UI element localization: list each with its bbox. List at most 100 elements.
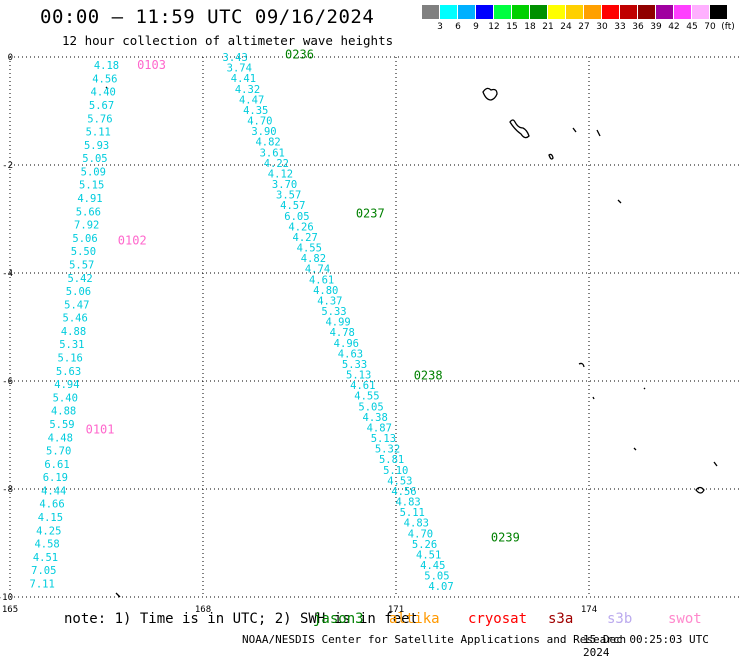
colorbar-label: 39 (650, 22, 662, 32)
wave-height-value: 4.41 (231, 73, 256, 85)
colorbar-swatch (512, 5, 529, 19)
wave-height-value: 5.59 (49, 419, 74, 431)
wave-height-value: 4.07 (428, 581, 453, 593)
colorbar-label: 3 (437, 22, 443, 32)
colorbar-swatch (710, 5, 727, 19)
wave-height-value: 3.70 (272, 179, 297, 191)
generated-timestamp: 15 Dec 00:25:03 UTC 2024 (583, 633, 709, 659)
wave-height-value: 5.50 (71, 246, 96, 258)
wave-height-value: 4.70 (247, 116, 272, 128)
wave-height-value: 5.40 (53, 392, 78, 404)
colorbar-label: 42 (668, 22, 680, 32)
wave-height-value: 3.74 (227, 63, 252, 75)
colorbar-label: 12 (488, 22, 500, 32)
legend-item-s3a: s3a (548, 611, 574, 627)
wave-height-value: 4.70 (408, 528, 433, 540)
colorbar-label: 27 (578, 22, 590, 32)
colorbar-swatch (440, 5, 457, 19)
colorbar-label: 33 (614, 22, 626, 32)
wave-height-value: 5.76 (87, 113, 112, 125)
legend-item-cryosat: cryosat (468, 611, 528, 627)
wave-height-value: 6.05 (284, 211, 309, 223)
island-outline (695, 486, 705, 494)
colorbar-label: 30 (596, 22, 608, 32)
colorbar-label: 24 (560, 22, 572, 32)
page-title: 00:00 — 11:59 UTC 09/16/2024 (40, 6, 375, 28)
colorbar-label: 9 (473, 22, 479, 32)
colorbar-swatch (656, 5, 673, 19)
island-outline (592, 396, 595, 400)
wave-height-value: 4.12 (268, 168, 293, 180)
wave-height-value: 5.05 (424, 571, 449, 583)
wave-height-value: 4.51 (416, 549, 441, 561)
colorbar-swatch (692, 5, 709, 19)
wave-height-value: 4.44 (41, 485, 66, 497)
wave-height-value: 5.46 (63, 313, 88, 325)
wave-height-value: 4.53 (387, 475, 412, 487)
island-outline (713, 461, 718, 467)
wave-height-value: 5.15 (79, 180, 104, 192)
colorbar-swatch (638, 5, 655, 19)
wave-height-value: 4.38 (363, 412, 388, 424)
wave-height-value: 7.05 (31, 565, 56, 577)
wave-height-value: 3.61 (260, 147, 285, 159)
wave-height-value: 4.27 (293, 232, 318, 244)
wave-height-value: 4.78 (330, 327, 355, 339)
wave-height-value: 5.47 (64, 299, 89, 311)
pass-label: 0238 (414, 369, 443, 383)
wave-height-value: 4.83 (395, 497, 420, 509)
wave-height-value: 4.48 (48, 432, 73, 444)
pass-label: 0102 (118, 234, 147, 248)
colorbar-label: 21 (542, 22, 554, 32)
wave-height-value: 5.05 (82, 153, 107, 165)
wave-height-value: 4.82 (255, 137, 280, 149)
wave-height-value: 5.32 (375, 444, 400, 456)
wave-height-value: 4.63 (338, 348, 363, 360)
island-outline (105, 86, 109, 90)
colorbar-swatch (494, 5, 511, 19)
legend-item-s3b: s3b (607, 611, 633, 627)
wave-height-value: 5.70 (46, 446, 71, 458)
wave-height-value: 3.57 (276, 190, 301, 202)
island-outline (115, 592, 121, 598)
colorbar-swatch (476, 5, 493, 19)
wave-height-value: 4.80 (313, 285, 338, 297)
wave-height-value: 3.90 (251, 126, 276, 138)
wave-height-value: 4.96 (334, 338, 359, 350)
island-outline (578, 362, 585, 368)
wave-height-value: 4.56 (391, 486, 416, 498)
wave-height-value: 5.26 (412, 539, 437, 551)
wave-height-value: 5.16 (58, 353, 83, 365)
wave-height-value: 4.22 (264, 158, 289, 170)
wave-height-value: 4.35 (243, 105, 268, 117)
latitude-tick-label: -6 (2, 377, 13, 387)
wave-height-value: 3.43 (223, 52, 248, 64)
wave-height-value: 5.13 (371, 433, 396, 445)
colorbar-swatch (566, 5, 583, 19)
wave-height-value: 7.11 (30, 579, 55, 591)
wave-height-value: 5.09 (81, 166, 106, 178)
wave-height-value: 5.31 (59, 339, 84, 351)
latitude-tick-label: -8 (2, 485, 13, 495)
wave-height-value: 4.15 (38, 512, 63, 524)
wave-height-value: 4.32 (235, 84, 260, 96)
wave-height-value: 4.94 (54, 379, 79, 391)
pass-label: 0103 (137, 58, 166, 72)
wave-height-value: 5.06 (72, 233, 97, 245)
wave-height-value: 4.88 (51, 406, 76, 418)
colorbar-label: 6 (455, 22, 461, 32)
island-outline (509, 119, 530, 139)
wave-height-value: 4.66 (39, 499, 64, 511)
wave-height-value: 7.92 (74, 220, 99, 232)
colorbar-swatch (602, 5, 619, 19)
colorbar-swatch (458, 5, 475, 19)
colorbar-swatch (674, 5, 691, 19)
island-outline (633, 447, 637, 451)
wave-height-value: 4.26 (288, 221, 313, 233)
wave-height-value: 5.81 (379, 454, 404, 466)
wave-height-value: 4.58 (34, 539, 59, 551)
wave-height-value: 5.05 (358, 401, 383, 413)
wave-height-value: 4.99 (325, 317, 350, 329)
colorbar-swatch (584, 5, 601, 19)
